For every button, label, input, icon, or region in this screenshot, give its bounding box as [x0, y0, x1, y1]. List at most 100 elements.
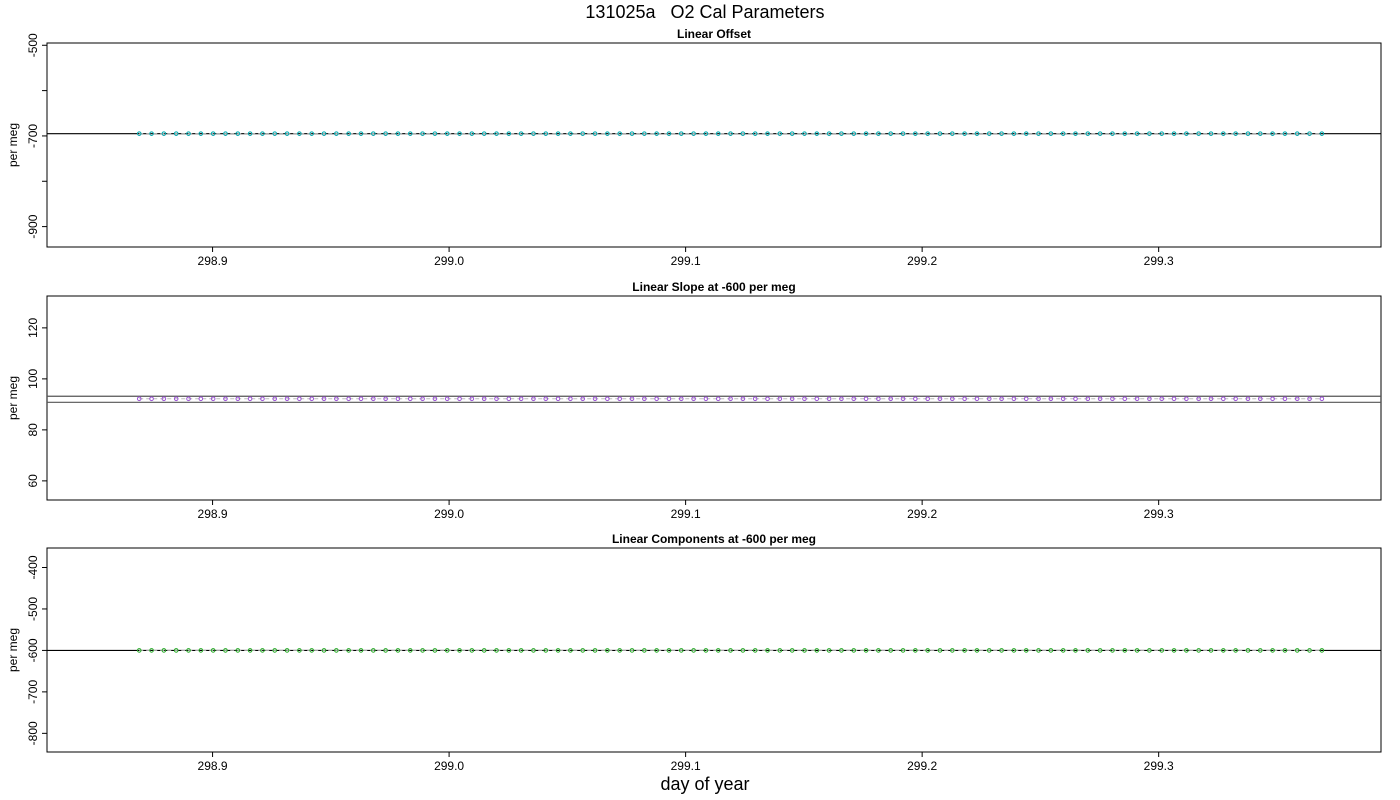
- panel-3-data-point: [752, 648, 758, 653]
- panel-1-data-point: [518, 131, 524, 136]
- panel-2-data-point: [863, 396, 869, 402]
- panel-1-data-point: [1159, 131, 1165, 136]
- panel-1-plot-frame: [46, 42, 1382, 248]
- panel-3-data-point: [1208, 648, 1214, 653]
- panel-3-data-point: [173, 648, 179, 653]
- panel-1-data-point: [1294, 131, 1300, 136]
- panel-2-data-point: [826, 396, 832, 402]
- panel-1-data-point: [1171, 131, 1177, 136]
- panel-1-data-point: [161, 131, 167, 136]
- panel-3-data-point: [925, 648, 930, 653]
- panel-2-data-point: [1085, 396, 1091, 402]
- panel-3-data-point: [186, 648, 191, 653]
- panel-2-data-point: [186, 396, 191, 402]
- panel-3-data-point: [814, 648, 820, 653]
- panel-2-data-point: [407, 396, 413, 402]
- panel-2-data-point: [1159, 396, 1165, 402]
- panel-3-data-point: [715, 648, 721, 653]
- panel-1-data-point: [802, 131, 807, 136]
- panel-2-data-point: [715, 396, 721, 402]
- panel-2-data-point: [1036, 396, 1041, 402]
- panel-1-data-point: [198, 131, 204, 136]
- panel-1-data-point: [949, 131, 955, 136]
- panel-2-data-point: [136, 396, 142, 402]
- panel-1-data-point: [284, 131, 290, 136]
- panel-2-data-point: [1184, 396, 1189, 402]
- panel-1-data-point: [494, 131, 499, 136]
- panel-2-data-point: [210, 396, 216, 402]
- panel-3-data-point: [642, 648, 647, 653]
- panel-3-data-point: [444, 648, 450, 653]
- panel-2-data-point: [481, 396, 487, 402]
- panel-2-data-point: [457, 396, 462, 402]
- panel-1-data-point: [1282, 131, 1288, 136]
- panel-3-data-point: [1257, 648, 1263, 653]
- panel-1-data-point: [1122, 131, 1128, 136]
- panel-3-x-tick-label: 299.0: [434, 759, 464, 773]
- panel-1-data-point: [1196, 131, 1201, 136]
- panel-3-y-tick-label: -500: [26, 597, 40, 621]
- x-axis-label: day of year: [660, 774, 750, 794]
- panel-2-data-point: [1122, 396, 1128, 402]
- panel-1-data-point: [888, 131, 894, 136]
- panel-1-data-point: [839, 131, 844, 136]
- panel-2-data-point: [642, 396, 647, 402]
- panel-1-data-point: [1270, 131, 1275, 136]
- panel-2-plot-frame: [46, 295, 1382, 501]
- panel-1-y-tick-label: -500: [26, 33, 40, 57]
- panel-3-data-point: [949, 648, 955, 653]
- panel-1-data-point: [740, 131, 746, 136]
- panel-3-x-tick-label: 299.2: [907, 759, 937, 773]
- panel-1-data-point: [937, 131, 943, 136]
- panel-1-data-point: [235, 131, 241, 136]
- panel-3-data-point: [481, 648, 487, 653]
- panel-2-x-tick-label: 299.2: [907, 507, 937, 521]
- panel-1-data-point: [752, 131, 758, 136]
- panel-3-data-point: [494, 648, 499, 653]
- panel-1-x-tick-label: 299.1: [671, 254, 701, 268]
- panel-1-data-point: [986, 131, 992, 136]
- panel-2-data-point: [814, 396, 820, 402]
- panel-2-data-point: [1060, 396, 1066, 402]
- panel-1-data-point: [876, 131, 881, 136]
- panel-1-data-point: [1233, 131, 1238, 136]
- panel-3-data-point: [1110, 648, 1115, 653]
- panel-2-data-point: [531, 396, 536, 402]
- panel-3-data-point: [802, 648, 807, 653]
- panel-2-data-point: [568, 396, 573, 402]
- panel-3-data-point: [740, 648, 746, 653]
- panel-3-data-point: [913, 648, 918, 653]
- panel-1-data-point: [555, 131, 561, 136]
- panel-2-data-point: [1245, 396, 1251, 402]
- panel-3-data-point: [1245, 648, 1251, 653]
- panel-3-data-point: [1319, 648, 1325, 653]
- panel-2-data-point: [703, 396, 709, 402]
- panel-1-data-point: [826, 131, 832, 136]
- panel-2-data-point: [913, 396, 918, 402]
- panel-3-data-point: [223, 648, 228, 653]
- panel-3-data-point: [1159, 648, 1165, 653]
- panel-3-data-point: [691, 648, 696, 653]
- panel-3-data-point: [617, 648, 622, 653]
- panel-2-y-tick-label: 100: [26, 369, 40, 389]
- panel-2-data-point: [1257, 396, 1263, 402]
- panel-3-x-tick-label: 299.1: [671, 759, 701, 773]
- panel-1-data-point: [1221, 131, 1226, 136]
- panel-2-data-point: [752, 396, 758, 402]
- panel-2-data-point: [986, 396, 992, 402]
- chart-main-title: 131025a O2 Cal Parameters: [585, 2, 825, 22]
- panel-3-data-point: [678, 648, 684, 653]
- panel-1-data-point: [629, 131, 635, 136]
- panel-1-data-point: [272, 131, 278, 136]
- panel-3-data-point: [777, 648, 783, 653]
- panel-3-data-point: [161, 648, 167, 653]
- panel-1-data-point: [186, 131, 191, 136]
- panel-3-data-point: [580, 648, 586, 653]
- panel-2-data-point: [1270, 396, 1275, 402]
- panel-3-y-tick-label: -700: [26, 680, 40, 704]
- panel-1-data-point: [407, 131, 413, 136]
- panel-2-data-point: [605, 396, 610, 402]
- panel-2-data-point: [309, 396, 315, 402]
- panel-3-data-point: [334, 648, 339, 653]
- panel-3-data-point: [210, 648, 216, 653]
